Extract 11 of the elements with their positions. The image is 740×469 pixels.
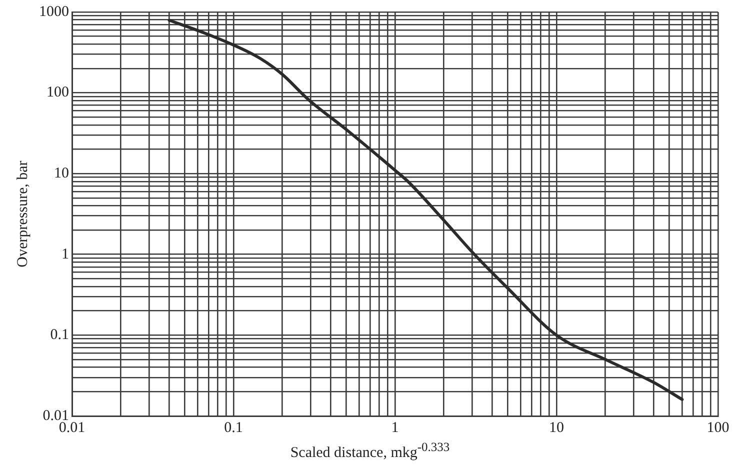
y-tick-label: 100	[46, 84, 69, 101]
x-tick-label: 1	[391, 420, 399, 436]
y-tick-label: 1	[62, 246, 69, 262]
y-axis-title: Overpressure, bar	[14, 160, 31, 268]
y-tick-label: 0.1	[50, 327, 69, 344]
x-tick-label: 100	[706, 420, 730, 436]
x-tick-label: 10	[549, 420, 564, 436]
y-tick-label: 1000	[39, 4, 69, 20]
y-tick-label: 10	[54, 166, 69, 182]
x-axis-title: Scaled distance, mkg$^{-0.333}$	[289, 440, 451, 462]
x-tick-label: 0.1	[224, 420, 243, 436]
